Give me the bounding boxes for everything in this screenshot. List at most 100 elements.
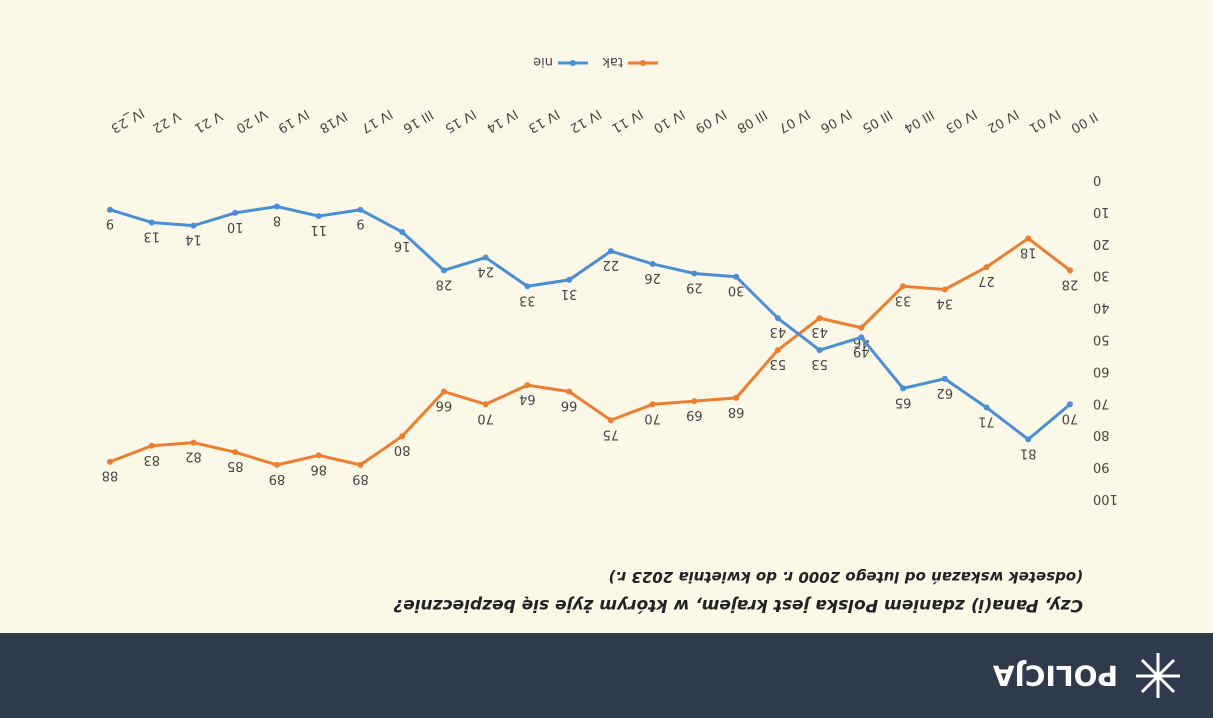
data-label: 88 [102, 468, 119, 483]
x-tick-label: V 21 [191, 108, 224, 136]
x-tick-label: IV 12 [567, 106, 603, 136]
point [232, 449, 239, 456]
x-tick-label: IV 17 [358, 106, 394, 136]
data-label: 29 [686, 280, 703, 295]
data-label: 71 [978, 413, 995, 428]
y-tick-label: 0 [1093, 172, 1101, 187]
x-tick-label: IV 15 [442, 106, 478, 136]
x-tick-label: III 08 [734, 106, 769, 135]
data-label: 10 [227, 219, 244, 234]
y-tick-label: 70 [1093, 395, 1110, 410]
y-tick-label: 100 [1093, 491, 1118, 506]
point [941, 286, 948, 293]
point [649, 260, 656, 267]
data-label: 22 [603, 257, 620, 272]
header-band [0, 633, 1213, 718]
point [524, 382, 531, 389]
y-tick-label: 80 [1093, 427, 1110, 442]
point [1067, 267, 1073, 274]
x-tick-label: IV 10 [651, 106, 687, 136]
point [1025, 235, 1032, 242]
point [900, 283, 907, 290]
data-label: 83 [143, 452, 160, 467]
x-tick-label: IV 14 [484, 106, 520, 136]
point [482, 254, 489, 261]
x-tick-label: III 16 [400, 106, 435, 135]
y-tick-label: 40 [1093, 300, 1110, 315]
point [649, 401, 656, 408]
point [148, 219, 155, 226]
data-label: 13 [143, 228, 160, 243]
legend-label: tak [602, 54, 623, 69]
data-label: 28 [436, 276, 453, 291]
x-tick-label: III 04 [901, 106, 936, 135]
logo [1136, 653, 1180, 698]
data-label: 24 [477, 264, 494, 279]
data-label: 30 [728, 283, 745, 298]
x-tick-label: IV 06 [818, 106, 854, 136]
data-label: 65 [895, 394, 912, 409]
data-label: 53 [811, 356, 828, 371]
data-label: 33 [519, 292, 536, 307]
x-tick-label: IV 03 [943, 106, 979, 136]
data-label: 70 [644, 410, 661, 425]
data-label: 9 [356, 216, 364, 231]
x-tick-label: VI 20 [233, 106, 269, 136]
point [482, 401, 489, 408]
x-tick-label: IV_23 [108, 105, 146, 136]
point [733, 273, 740, 280]
y-tick-label: 90 [1093, 459, 1110, 474]
data-label: 70 [477, 410, 494, 425]
data-label: 14 [185, 232, 202, 247]
data-label: 18 [1020, 244, 1037, 259]
point [774, 347, 781, 354]
data-label: 89 [269, 471, 286, 486]
data-label: 89 [352, 471, 369, 486]
y-tick-label: 30 [1093, 268, 1110, 283]
x-tick-label: III 05 [859, 106, 894, 135]
data-label: 70 [1062, 410, 1079, 425]
data-label: 69 [686, 407, 703, 422]
point [1067, 401, 1073, 408]
point [566, 388, 573, 395]
point [983, 404, 990, 411]
point [733, 394, 740, 401]
data-label: 49 [853, 343, 870, 358]
point [273, 203, 280, 210]
point [1025, 436, 1032, 443]
y-tick-label: 60 [1093, 363, 1110, 378]
point [774, 315, 781, 322]
data-label: 68 [728, 404, 745, 419]
point [232, 209, 239, 216]
point [566, 276, 573, 283]
brand: POLICJA [992, 659, 1118, 692]
data-label: 82 [185, 449, 202, 464]
point [315, 213, 322, 220]
chart-title: Czy, Pana(i) zdaniem Polska jest krajem,… [393, 595, 1083, 615]
point [357, 461, 364, 468]
point [858, 324, 865, 331]
data-label: 31 [561, 286, 578, 301]
series-line [109, 236, 1071, 467]
data-label: 27 [978, 273, 995, 288]
point [900, 385, 907, 392]
point [399, 229, 406, 236]
point [607, 248, 614, 255]
legend-label: nie [533, 54, 553, 69]
data-label: 8 [273, 213, 281, 228]
x-tick-label: IV 19 [275, 106, 311, 136]
point [440, 388, 447, 395]
x-tick-label: IV 13 [525, 106, 561, 136]
legend-marker [570, 60, 576, 66]
point [983, 264, 990, 271]
point [190, 439, 197, 446]
chart-subtitle: (odsetek wskazań od lutego 2000 r. do kw… [608, 568, 1083, 586]
y-tick-label: 10 [1093, 204, 1110, 219]
point [315, 452, 322, 459]
point [816, 347, 823, 354]
point [357, 206, 364, 213]
data-label: 34 [937, 295, 954, 310]
x-tick-label: IV18 [317, 108, 350, 136]
point [273, 461, 280, 468]
